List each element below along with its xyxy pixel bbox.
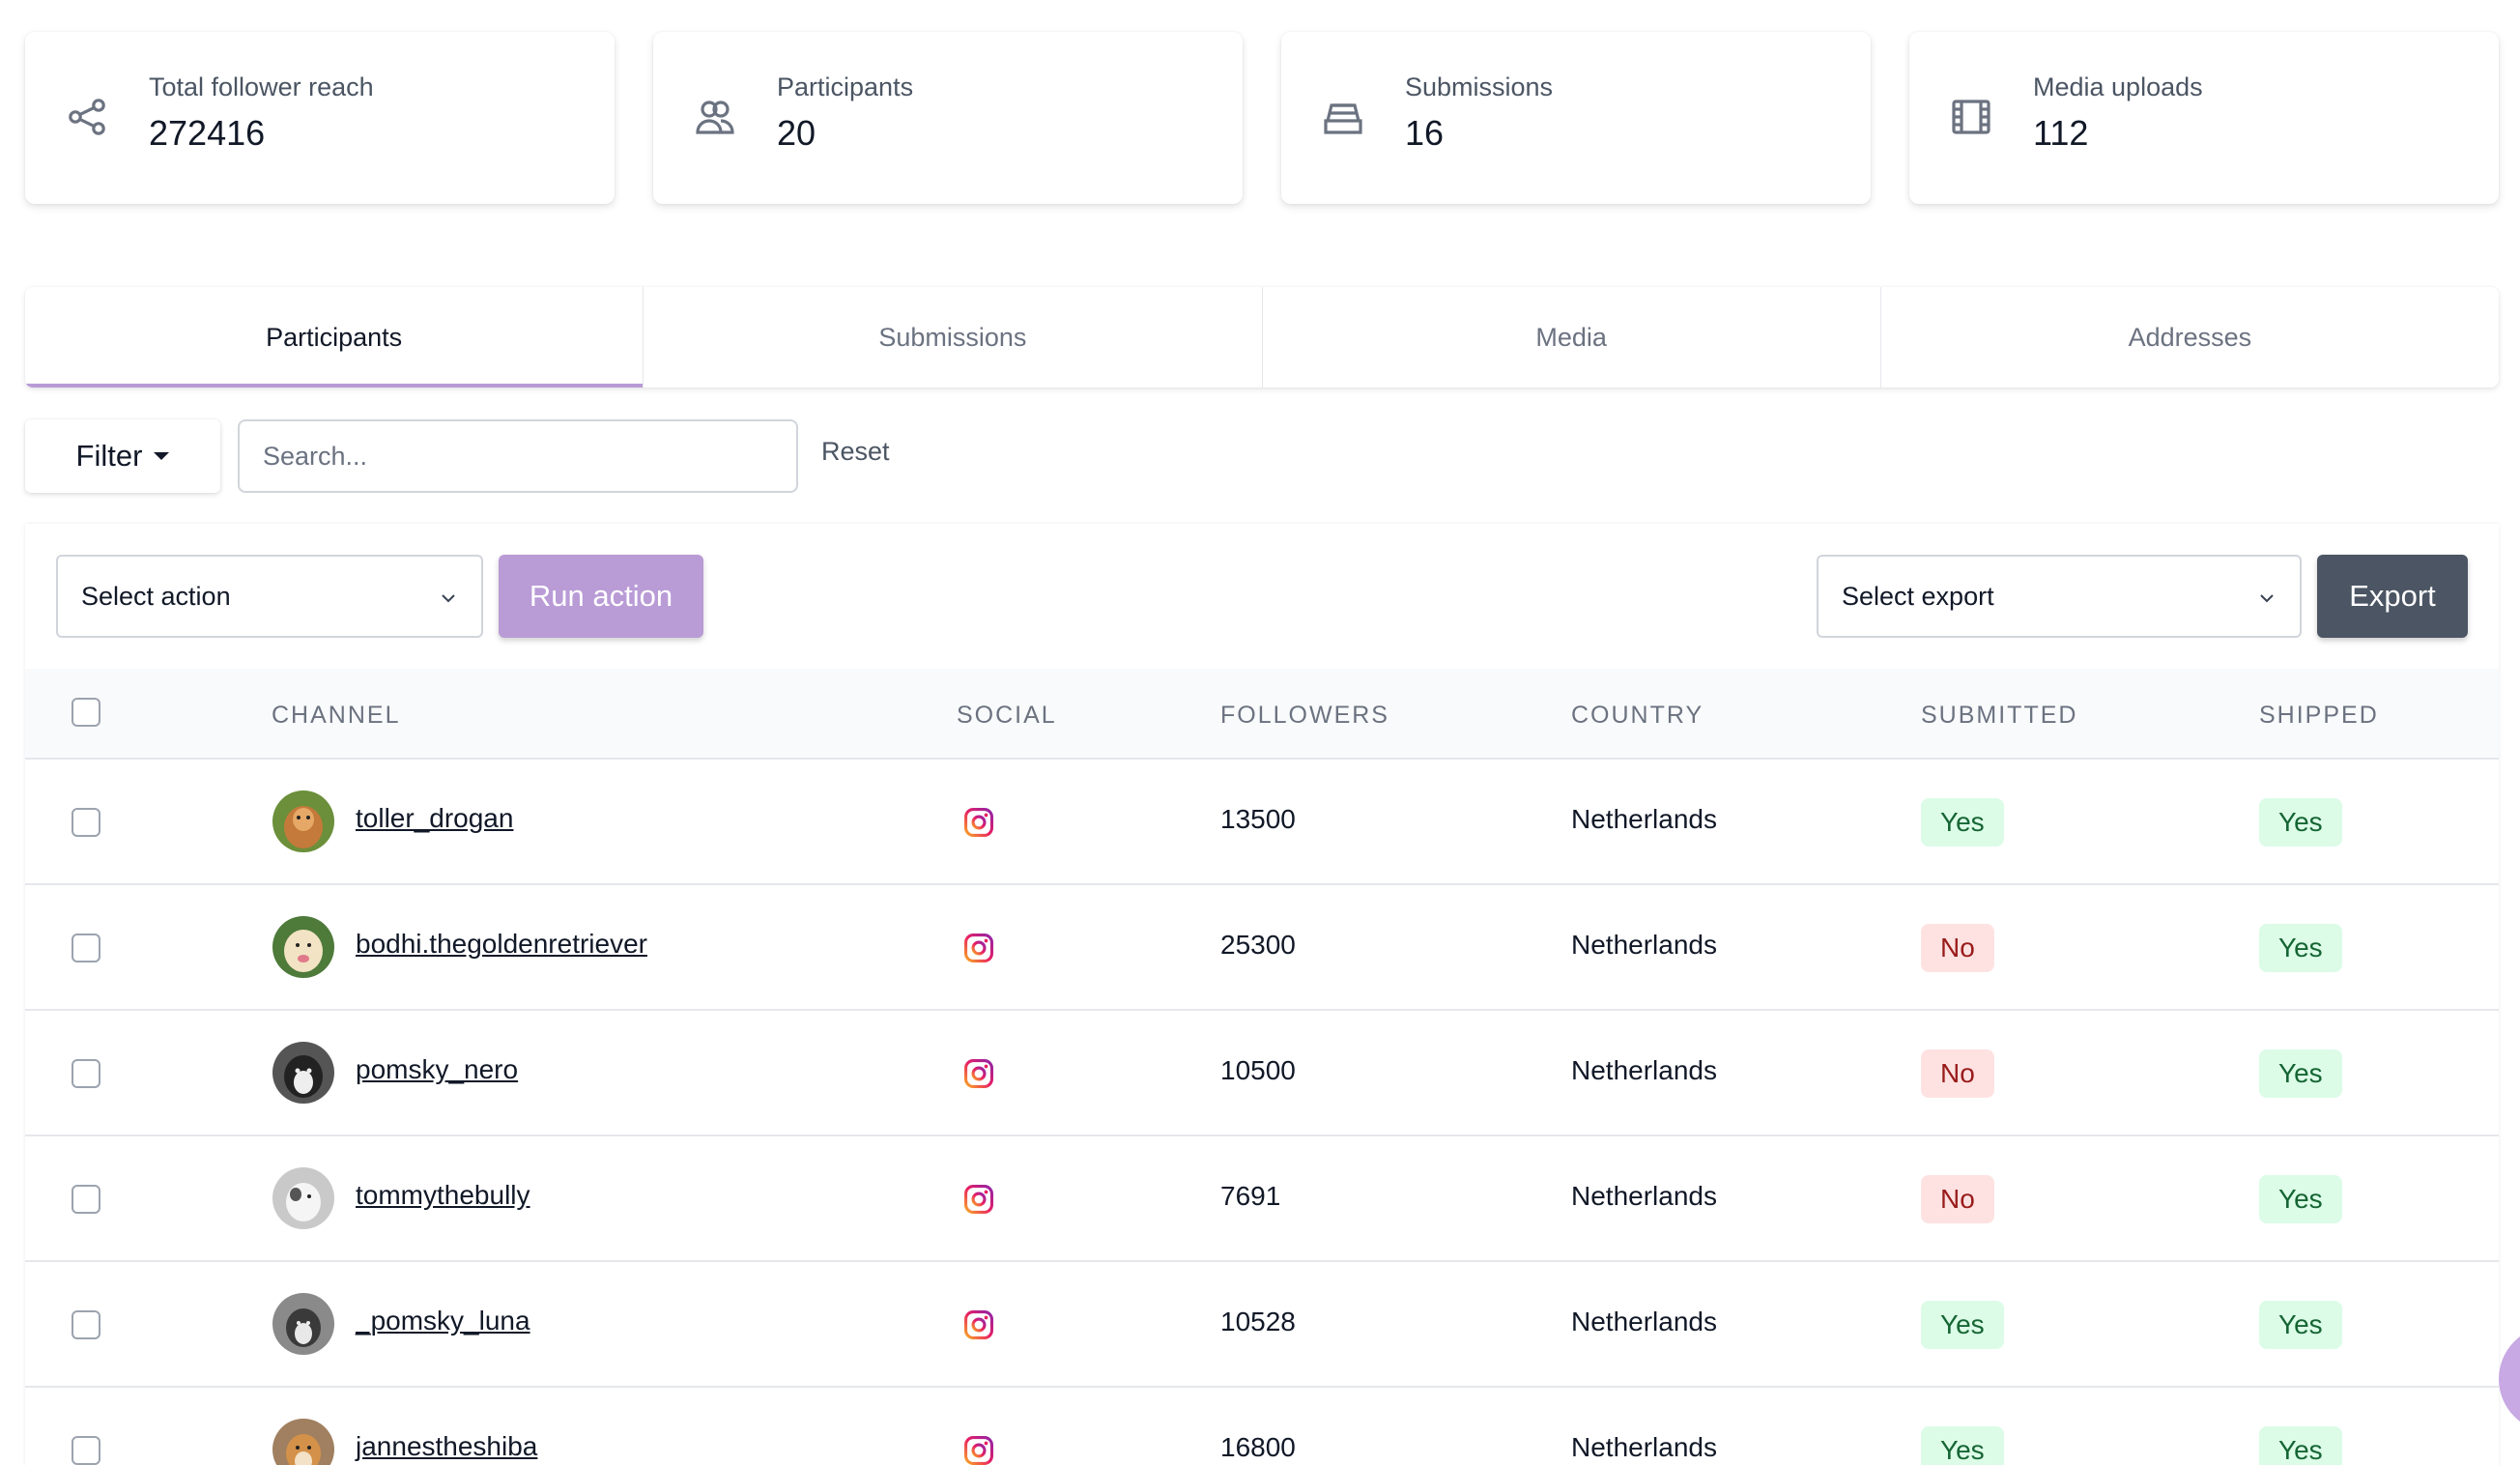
followers-value: 25300 [1220, 930, 1296, 960]
stats-row: Total follower reach 272416 Participants… [25, 32, 2499, 204]
participants-table-panel: Select action Run action Select export E… [25, 524, 2499, 1465]
country-value: Netherlands [1571, 1055, 1717, 1085]
channel-link[interactable]: jannestheshiba [356, 1431, 538, 1461]
export-button[interactable]: Export [2317, 555, 2468, 638]
country-value: Netherlands [1571, 1432, 1717, 1462]
avatar [272, 1167, 334, 1229]
followers-value: 10500 [1220, 1055, 1296, 1085]
stat-card-follower-reach: Total follower reach 272416 [25, 32, 615, 204]
tab-participants[interactable]: Participants [25, 287, 644, 388]
stat-label: Media uploads [2033, 72, 2203, 101]
header-shipped[interactable]: SHIPPED [2259, 702, 2379, 729]
stat-value: 20 [777, 113, 816, 153]
stat-label: Participants [777, 72, 914, 101]
instagram-icon[interactable] [962, 806, 995, 839]
row-checkbox[interactable] [72, 1059, 100, 1088]
instagram-icon[interactable] [962, 1183, 995, 1216]
select-action-value: Select action [81, 581, 231, 611]
table-row: tommythebully 7691 Netherlands No Yes [25, 1136, 2499, 1262]
stat-value: 112 [2033, 113, 2089, 153]
submitted-badge: No [1921, 924, 1994, 972]
instagram-icon[interactable] [962, 1308, 995, 1341]
stat-card-media-uploads: Media uploads 112 [1909, 32, 2499, 204]
stat-value: 272416 [149, 113, 266, 153]
submitted-badge: Yes [1921, 1301, 2004, 1349]
avatar [272, 916, 334, 978]
select-export-dropdown[interactable]: Select export [1817, 555, 2302, 638]
header-submitted[interactable]: SUBMITTED [1921, 702, 2078, 729]
tab-submissions[interactable]: Submissions [644, 287, 1263, 388]
stat-value: 16 [1405, 113, 1445, 153]
filter-label: Filter [75, 439, 143, 473]
row-checkbox[interactable] [72, 934, 100, 962]
tab-addresses[interactable]: Addresses [2128, 322, 2252, 352]
shipped-badge: Yes [2259, 924, 2342, 972]
film-icon [1948, 94, 1994, 140]
stat-card-participants: Participants 20 [653, 32, 1243, 204]
header-channel[interactable]: CHANNEL [272, 702, 401, 729]
header-social[interactable]: SOCIAL [957, 702, 1057, 729]
table-row: pomsky_nero 10500 Netherlands No Yes [25, 1011, 2499, 1136]
header-followers[interactable]: FOLLOWERS [1220, 702, 1389, 729]
tab-bar: Participants Submissions Media Addresses [25, 287, 2499, 388]
avatar [272, 1293, 334, 1355]
instagram-icon[interactable] [962, 1434, 995, 1465]
chevron-down-icon [2260, 594, 2274, 603]
instagram-icon[interactable] [962, 1057, 995, 1090]
row-checkbox[interactable] [72, 1185, 100, 1214]
stat-card-submissions: Submissions 16 [1281, 32, 1871, 204]
table-row: _pomsky_luna 10528 Netherlands Yes Yes [25, 1262, 2499, 1388]
channel-link[interactable]: bodhi.thegoldenretriever [356, 929, 647, 959]
select-export-value: Select export [1842, 581, 1994, 611]
submitted-badge: Yes [1921, 1426, 2004, 1465]
avatar [272, 1419, 334, 1465]
country-value: Netherlands [1571, 1307, 1717, 1336]
shipped-badge: Yes [2259, 798, 2342, 847]
shipped-badge: Yes [2259, 1301, 2342, 1349]
shipped-badge: Yes [2259, 1049, 2342, 1098]
channel-link[interactable]: _pomsky_luna [356, 1306, 530, 1336]
run-action-button[interactable]: Run action [499, 555, 703, 638]
country-value: Netherlands [1571, 804, 1717, 834]
shipped-badge: Yes [2259, 1175, 2342, 1223]
select-all-checkbox[interactable] [72, 698, 100, 727]
row-checkbox[interactable] [72, 1310, 100, 1339]
instagram-icon[interactable] [962, 932, 995, 964]
submitted-badge: Yes [1921, 798, 2004, 847]
shipped-badge: Yes [2259, 1426, 2342, 1465]
followers-value: 13500 [1220, 804, 1296, 834]
followers-value: 16800 [1220, 1432, 1296, 1462]
table-row: toller_drogan 13500 Netherlands Yes Yes [25, 760, 2499, 885]
avatar [272, 790, 334, 852]
floating-chat-button[interactable] [2499, 1326, 2520, 1432]
search-input[interactable] [238, 419, 798, 493]
select-action-dropdown[interactable]: Select action [56, 555, 483, 638]
submitted-badge: No [1921, 1049, 1994, 1098]
channel-link[interactable]: toller_drogan [356, 803, 514, 833]
chevron-down-icon [442, 594, 455, 603]
row-checkbox[interactable] [72, 1436, 100, 1465]
country-value: Netherlands [1571, 930, 1717, 960]
row-checkbox[interactable] [72, 808, 100, 837]
country-value: Netherlands [1571, 1181, 1717, 1211]
table-row: jannestheshiba 16800 Netherlands Yes Yes [25, 1388, 2499, 1465]
avatar [272, 1042, 334, 1104]
followers-value: 7691 [1220, 1181, 1281, 1211]
tab-media[interactable]: Media [1263, 287, 1881, 388]
stat-label: Submissions [1405, 72, 1554, 101]
reset-link[interactable]: Reset [821, 437, 890, 466]
inbox-icon [1320, 94, 1366, 140]
submitted-badge: No [1921, 1175, 1994, 1223]
followers-value: 10528 [1220, 1307, 1296, 1336]
table-header: CHANNEL SOCIAL FOLLOWERS COUNTRY SUBMITT… [25, 669, 2499, 760]
filter-button[interactable]: Filter [25, 419, 220, 493]
caret-down-icon [154, 452, 170, 460]
header-country[interactable]: COUNTRY [1571, 702, 1704, 729]
channel-link[interactable]: tommythebully [356, 1180, 530, 1210]
channel-link[interactable]: pomsky_nero [356, 1054, 519, 1084]
users-icon [692, 94, 738, 140]
stat-label: Total follower reach [149, 72, 374, 101]
share-icon [64, 94, 110, 140]
table-row: bodhi.thegoldenretriever 25300 Netherlan… [25, 885, 2499, 1011]
